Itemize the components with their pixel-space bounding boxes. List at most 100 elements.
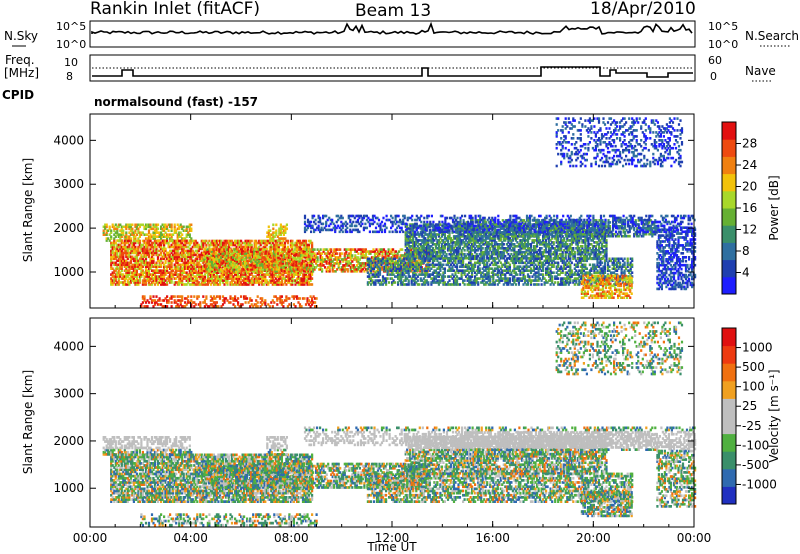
heatmap-cell	[212, 248, 215, 251]
heatmap-cell	[238, 239, 241, 243]
heatmap-cell	[122, 251, 125, 255]
heatmap-cell	[442, 256, 445, 260]
heatmap-cell	[483, 250, 486, 254]
heatmap-cell	[170, 227, 173, 231]
heatmap-cell	[128, 243, 131, 247]
heatmap-cell	[415, 256, 418, 260]
heatmap-cell	[197, 265, 200, 268]
heatmap-cell	[160, 263, 163, 267]
heatmap-cell	[239, 252, 242, 255]
heatmap-cell	[309, 273, 312, 276]
heatmap-cell	[200, 283, 203, 286]
heatmap-cell	[163, 283, 166, 286]
heatmap-cell	[218, 260, 221, 263]
heatmap-cell	[241, 247, 244, 251]
heatmap-cell	[418, 233, 421, 236]
heatmap-cell	[430, 245, 433, 248]
heatmap-cell	[272, 227, 275, 231]
heatmap-cell	[141, 261, 144, 265]
heatmap-cell	[132, 281, 135, 284]
heatmap-cell	[187, 259, 190, 263]
heatmap-cell	[125, 263, 128, 267]
heatmap-cell	[223, 239, 226, 243]
heatmap-cell	[132, 251, 135, 255]
heatmap-cell	[296, 262, 300, 265]
heatmap-cell	[300, 277, 303, 280]
heatmap-cell	[256, 252, 259, 255]
heatmap-cell	[339, 262, 342, 265]
heatmap-cell	[125, 265, 128, 268]
heatmap-cell	[230, 260, 233, 263]
heatmap-cell	[155, 279, 158, 282]
heatmap-cell	[271, 281, 274, 284]
heatmap-cell	[258, 239, 261, 243]
heatmap-cell	[263, 256, 266, 259]
heatmap-cell	[291, 283, 294, 286]
heatmap-cell	[475, 241, 478, 244]
heatmap-cell	[178, 253, 181, 257]
heatmap-cell	[263, 266, 266, 269]
heatmap-cell	[203, 279, 206, 282]
heatmap-cell	[166, 235, 169, 238]
heatmap-cell	[199, 283, 202, 286]
heatmap-cell	[531, 241, 534, 244]
heatmap-cell	[303, 273, 306, 276]
heatmap-cell	[422, 243, 425, 246]
heatmap-cell	[135, 283, 138, 286]
heatmap-cell	[207, 260, 210, 263]
heatmap-cell	[120, 281, 123, 284]
heatmap-cell	[301, 241, 305, 245]
heatmap-cell	[140, 273, 143, 276]
heatmap-cell	[203, 277, 206, 280]
heatmap-cell	[179, 273, 182, 276]
heatmap-cell	[233, 248, 236, 251]
heatmap-cell	[156, 281, 160, 284]
heatmap-cell	[166, 277, 169, 280]
heatmap-cell	[138, 223, 141, 227]
heatmap-cell	[224, 243, 228, 247]
heatmap-cell	[158, 275, 161, 278]
heatmap-cell	[384, 250, 387, 253]
heatmap-cell	[458, 256, 462, 260]
heatmap-cell	[188, 277, 191, 280]
heatmap-cell	[128, 271, 131, 274]
heatmap-cell	[277, 254, 280, 257]
heatmap-cell	[110, 267, 113, 270]
heatmap-cell	[196, 265, 199, 268]
heatmap-cell	[275, 270, 278, 273]
heatmap-cell	[427, 235, 430, 238]
heatmap-cell	[478, 245, 481, 248]
heatmap-cell	[184, 261, 187, 265]
heatmap-cell	[235, 271, 238, 274]
heatmap-cell	[150, 227, 154, 231]
heatmap-cell	[131, 243, 134, 247]
heatmap-cell	[489, 254, 492, 258]
heatmap-cell	[135, 255, 138, 259]
heatmap-cell	[514, 254, 517, 258]
heatmap-cell	[301, 275, 305, 278]
heatmap-cell	[396, 254, 399, 257]
heatmap-cell	[169, 255, 172, 259]
heatmap-cell	[122, 241, 125, 245]
heatmap-cell	[135, 251, 138, 255]
heatmap-cell	[247, 239, 250, 243]
heatmap-cell	[241, 262, 244, 265]
heatmap-cell	[287, 262, 290, 265]
heatmap-cell	[143, 279, 146, 282]
heatmap-cell	[276, 239, 279, 242]
heatmap-cell	[357, 260, 360, 263]
heatmap-cell	[173, 243, 176, 247]
heatmap-cell	[539, 249, 542, 252]
heatmap-cell	[267, 229, 270, 232]
heatmap-cell	[150, 257, 154, 261]
heatmap-cell	[406, 252, 409, 256]
heatmap-cell	[238, 271, 241, 274]
heatmap-cell	[294, 283, 297, 286]
heatmap-cell	[452, 247, 456, 250]
freq-label-1: Freq.	[5, 53, 35, 67]
heatmap-cell	[128, 239, 131, 243]
heatmap-cell	[415, 233, 418, 236]
heatmap-cell	[197, 263, 200, 267]
heatmap-cell	[150, 275, 154, 278]
heatmap-cell	[163, 225, 166, 229]
